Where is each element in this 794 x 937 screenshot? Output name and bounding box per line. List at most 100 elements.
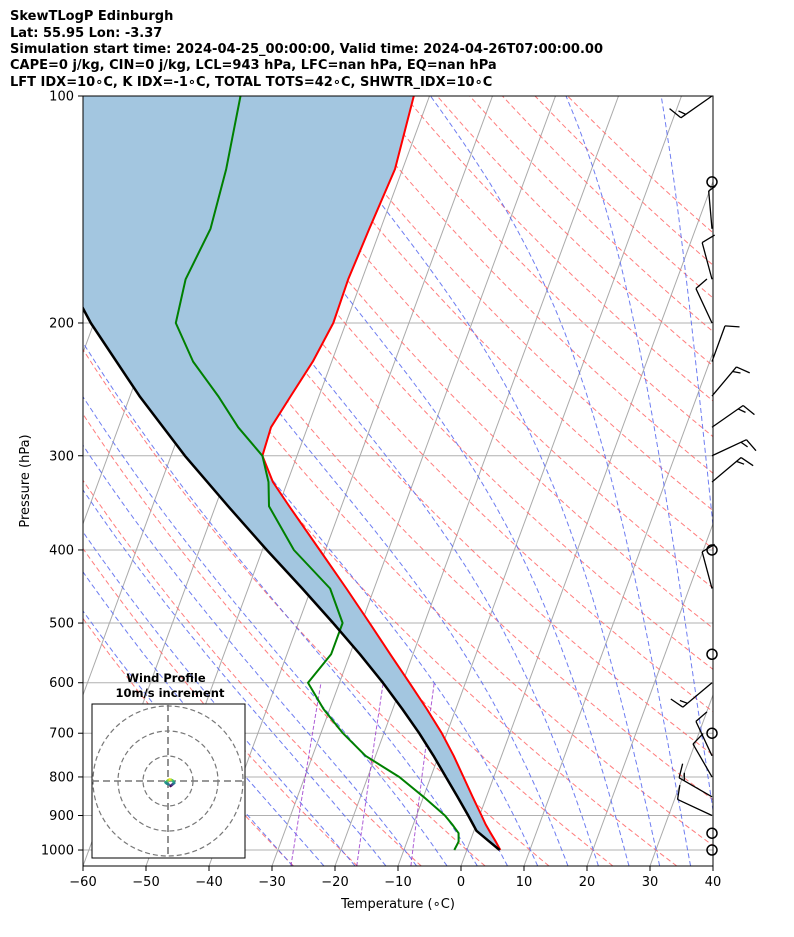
wind-barb-flag <box>669 108 682 119</box>
wind-barb <box>692 743 713 778</box>
moist-adiabat <box>83 610 293 866</box>
cape-line: CAPE=0 j/kg, CIN=0 j/kg, LCL=943 hPa, LF… <box>10 58 497 73</box>
dry-adiabat <box>240 96 713 589</box>
moist-adiabat <box>126 96 599 866</box>
wind-barb-flag <box>701 234 715 244</box>
moist-adiabat <box>83 489 387 866</box>
calm-wind-circle <box>706 844 718 856</box>
wind-barb <box>708 190 713 229</box>
mixing-ratio-line <box>290 682 322 866</box>
wind-barb-flag <box>742 404 755 416</box>
isotherm <box>712 864 713 866</box>
moist-adiabat <box>660 96 713 530</box>
y-tick-label: 600 <box>49 676 74 691</box>
isotherm <box>460 180 713 866</box>
x-tick-label: −60 <box>69 875 96 890</box>
dry-adiabat <box>208 96 713 629</box>
hodograph-trace-segment <box>165 782 170 786</box>
wind-barb-flag <box>736 460 745 465</box>
calm-wind-circle <box>706 176 718 188</box>
wind-barb <box>695 288 713 324</box>
dry-adiabat <box>567 96 713 234</box>
wind-barb <box>680 95 713 119</box>
wind-barb-flag <box>695 278 708 290</box>
dry-adiabat <box>83 348 550 866</box>
moist-adiabat <box>565 96 713 814</box>
dry-adiabat <box>83 479 422 866</box>
calm-wind-circle <box>706 727 718 739</box>
y-tick-label: 100 <box>49 90 74 105</box>
wind-barb-flag <box>740 457 754 467</box>
wind-barb-flag <box>679 699 688 704</box>
wind-barb <box>701 242 713 280</box>
wind-barb-flag <box>740 441 748 448</box>
x-tick-label: −10 <box>384 875 411 890</box>
wind-barb-flag <box>701 543 715 553</box>
wind-barb <box>711 457 742 483</box>
cin-shading <box>83 96 501 850</box>
x-axis-label: Temperature (∘C) <box>340 897 455 912</box>
wind-barb-flag <box>678 763 684 778</box>
hodograph-plot <box>92 704 245 858</box>
dry-adiabat <box>142 96 713 713</box>
calm-wind-circle <box>706 544 718 556</box>
wind-barb-flag <box>678 110 687 115</box>
wind-barb <box>711 366 737 397</box>
moist-adiabat <box>83 571 325 866</box>
wind-barb <box>682 682 713 708</box>
y-tick-label: 700 <box>49 727 74 742</box>
wind-barb-flag <box>692 733 704 745</box>
y-tick-label: 1000 <box>41 844 74 859</box>
y-tick-label: 500 <box>49 617 74 632</box>
time-line: Simulation start time: 2024-04-25_00:00:… <box>10 42 603 57</box>
moist-adiabat <box>430 96 692 866</box>
mixing-ratio-line <box>356 682 384 866</box>
wind-barb-flag <box>695 711 708 722</box>
dry-adiabat <box>83 103 713 801</box>
x-tick-label: 30 <box>642 875 659 890</box>
x-tick-label: −40 <box>195 875 222 890</box>
location-line: Lat: 55.95 Lon: -3.37 <box>10 26 163 41</box>
y-tick-label: 900 <box>49 809 74 824</box>
wind-barb <box>678 777 713 798</box>
wind-barb-flag <box>737 408 746 413</box>
y-tick-label: 400 <box>49 543 74 558</box>
moist-adiabat <box>83 530 356 866</box>
dry-adiabat <box>469 96 713 333</box>
isotherm <box>271 96 556 866</box>
wind-barb-flag <box>676 784 681 800</box>
dry-adiabat <box>306 96 713 512</box>
temperature-line <box>261 96 502 851</box>
hodograph-title: Wind Profile <box>126 671 206 685</box>
isotherm <box>776 96 794 866</box>
isotherm <box>586 522 713 866</box>
x-tick-label: 0 <box>457 875 465 890</box>
calm-wind-circle <box>706 827 718 839</box>
dry-adiabat <box>534 96 713 266</box>
x-tick-label: 40 <box>705 875 722 890</box>
x-tick-label: −30 <box>258 875 285 890</box>
parcel-path-line <box>83 305 501 851</box>
y-tick-label: 200 <box>49 316 74 331</box>
y-tick-label: 300 <box>49 449 74 464</box>
dry-adiabat <box>436 96 713 367</box>
dry-adiabat <box>83 413 486 866</box>
x-tick-label: 20 <box>579 875 596 890</box>
dry-adiabat <box>110 96 713 756</box>
wind-barb <box>701 551 713 589</box>
moist-adiabat <box>300 96 661 866</box>
x-tick-label: −50 <box>132 875 159 890</box>
isotherm <box>334 96 619 866</box>
wind-barb-flag <box>670 698 684 708</box>
wind-barb <box>677 798 713 817</box>
wind-barb-flag <box>708 185 716 192</box>
wind-barb-flag <box>724 325 740 328</box>
dry-adiabat <box>404 96 713 402</box>
y-tick-label: 800 <box>49 770 74 785</box>
x-tick-label: −20 <box>321 875 348 890</box>
wind-barb-flag <box>736 366 750 374</box>
wind-barb-flag <box>745 439 757 452</box>
isotherm <box>523 351 713 866</box>
dry-adiabat <box>371 96 713 438</box>
